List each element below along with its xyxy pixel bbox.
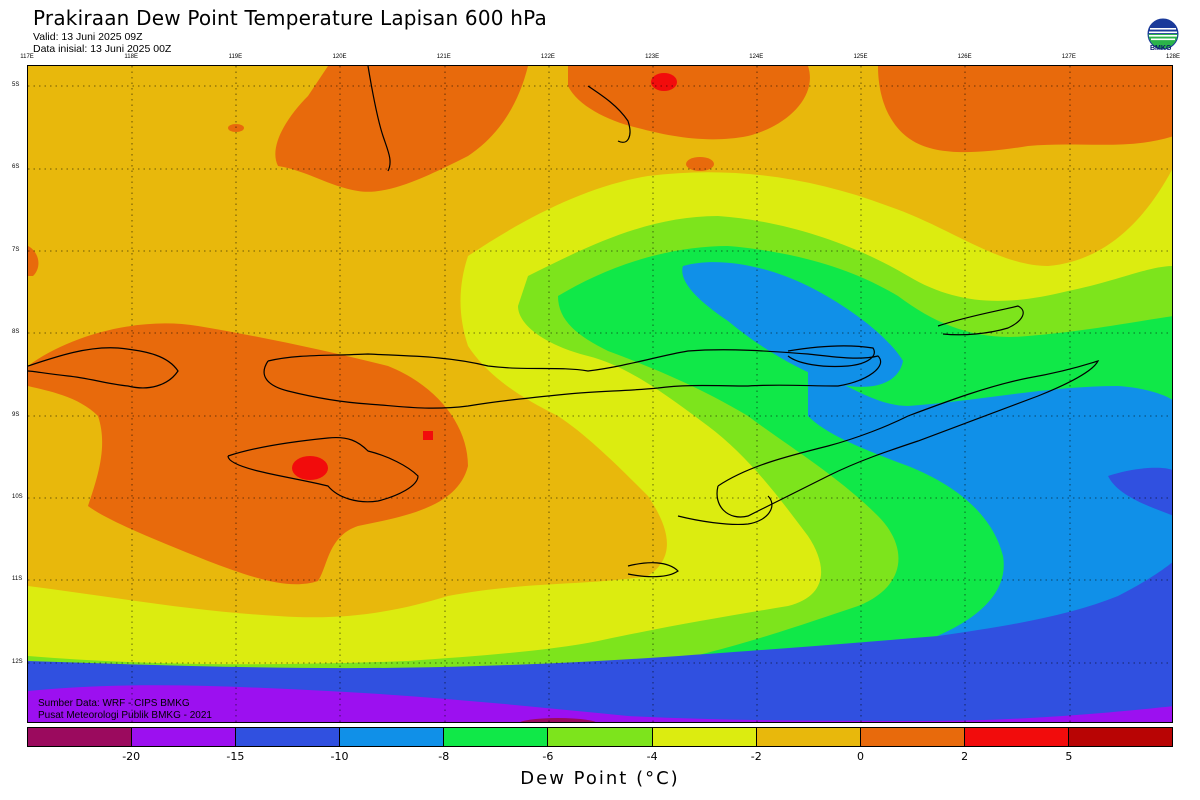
x-tick-label: 121E [436,54,451,60]
field-lightblue-north [682,262,903,387]
y-tick-label: 7S [12,246,20,253]
legend-label: -4 [646,750,658,763]
field-purple-south [28,685,1172,722]
coast-timor-south [677,495,773,526]
legend-label: -15 [226,750,245,763]
coast-rote [627,562,679,578]
y-tick-label: 6S [12,164,20,171]
y-tick-label: 12S [12,658,23,665]
x-tick-label: 128E [1165,54,1181,60]
institution-credit: Pusat Meteorologi Publik BMKG - 2021 [38,710,212,721]
valid-time: Valid: 13 Juni 2025 09Z [33,31,143,43]
logo-label: BMKG [1150,45,1172,52]
y-tick-label: 11S [12,576,23,583]
legend-swatch [28,728,133,746]
legend-label: -6 [542,750,554,763]
field-red-spot-small [423,431,433,440]
field-darkorange-southwest [28,323,468,585]
x-tick-label: 117E [20,54,34,60]
color-legend-bar [27,727,1173,747]
legend-swatch [548,728,653,746]
x-tick-label: 120E [332,54,347,60]
x-tick-label: 119E [228,54,243,60]
initial-time: Data inisial: 13 Juni 2025 00Z [33,43,172,55]
coast-bali-lombok [28,347,179,389]
field-darkorange-west [28,246,39,276]
y-tick-label: 5S [12,82,20,88]
x-tick-label: 125E [853,54,868,60]
field-lightblue-east [28,366,1172,722]
coast-timor [716,360,1100,518]
x-tick-label: 123E [645,54,660,60]
legend-label: -10 [330,750,349,763]
legend-swatch [340,728,445,746]
dew-point-field [28,66,1172,722]
field-darkorange-northeast [878,66,1172,153]
legend-units: Dew Point (°C) [520,768,680,789]
x-tick-label: 124E [749,54,764,60]
coastlines [28,66,1100,578]
coast-sumba [227,436,419,503]
coast-tanimbar [937,305,1024,336]
y-tick-label: 10S [12,494,23,500]
legend-label: -2 [750,750,762,763]
coast-sulawesi-south [367,66,391,172]
x-tick-label: 118E [124,54,138,60]
data-source-credit: Sumber Data: WRF - CIPS BMKG [38,698,190,709]
y-tick-label: 9S [12,411,20,418]
x-tick-label: 127E [1061,54,1076,60]
x-tick-label: 122E [540,54,555,60]
page-title: Prakiraan Dew Point Temperature Lapisan … [33,6,547,30]
field-darkorange-spot-b [686,157,714,171]
x-tick-label: 126E [957,54,972,60]
field-blue-east [1108,467,1172,516]
coast-sumbawa-flores [263,349,882,409]
map-panel [27,65,1173,723]
legend-swatch [756,728,861,746]
legend-swatch [132,728,237,746]
graticule [28,66,1172,722]
legend-label: 0 [856,750,864,763]
legend-swatch [236,728,341,746]
legend-swatch [652,728,757,746]
coast-buton [587,85,631,143]
y-tick-label: 8S [12,329,20,336]
legend-swatch [1068,728,1173,746]
legend-label: -20 [122,750,141,763]
field-red-spot-sumbawa [292,456,328,480]
legend-label: -8 [438,750,450,763]
legend-label: 5 [1065,750,1073,763]
bmkg-logo-icon [1147,18,1179,50]
coast-wetar [787,345,875,368]
field-darkorange-north [275,66,528,192]
field-magenta-south [520,718,596,722]
legend-swatch [964,728,1069,746]
legend-swatch [444,728,549,746]
legend-swatch [860,728,965,746]
legend-label: 2 [961,750,969,763]
field-red-spot-north [651,73,677,91]
field-blue-south [28,562,1172,722]
